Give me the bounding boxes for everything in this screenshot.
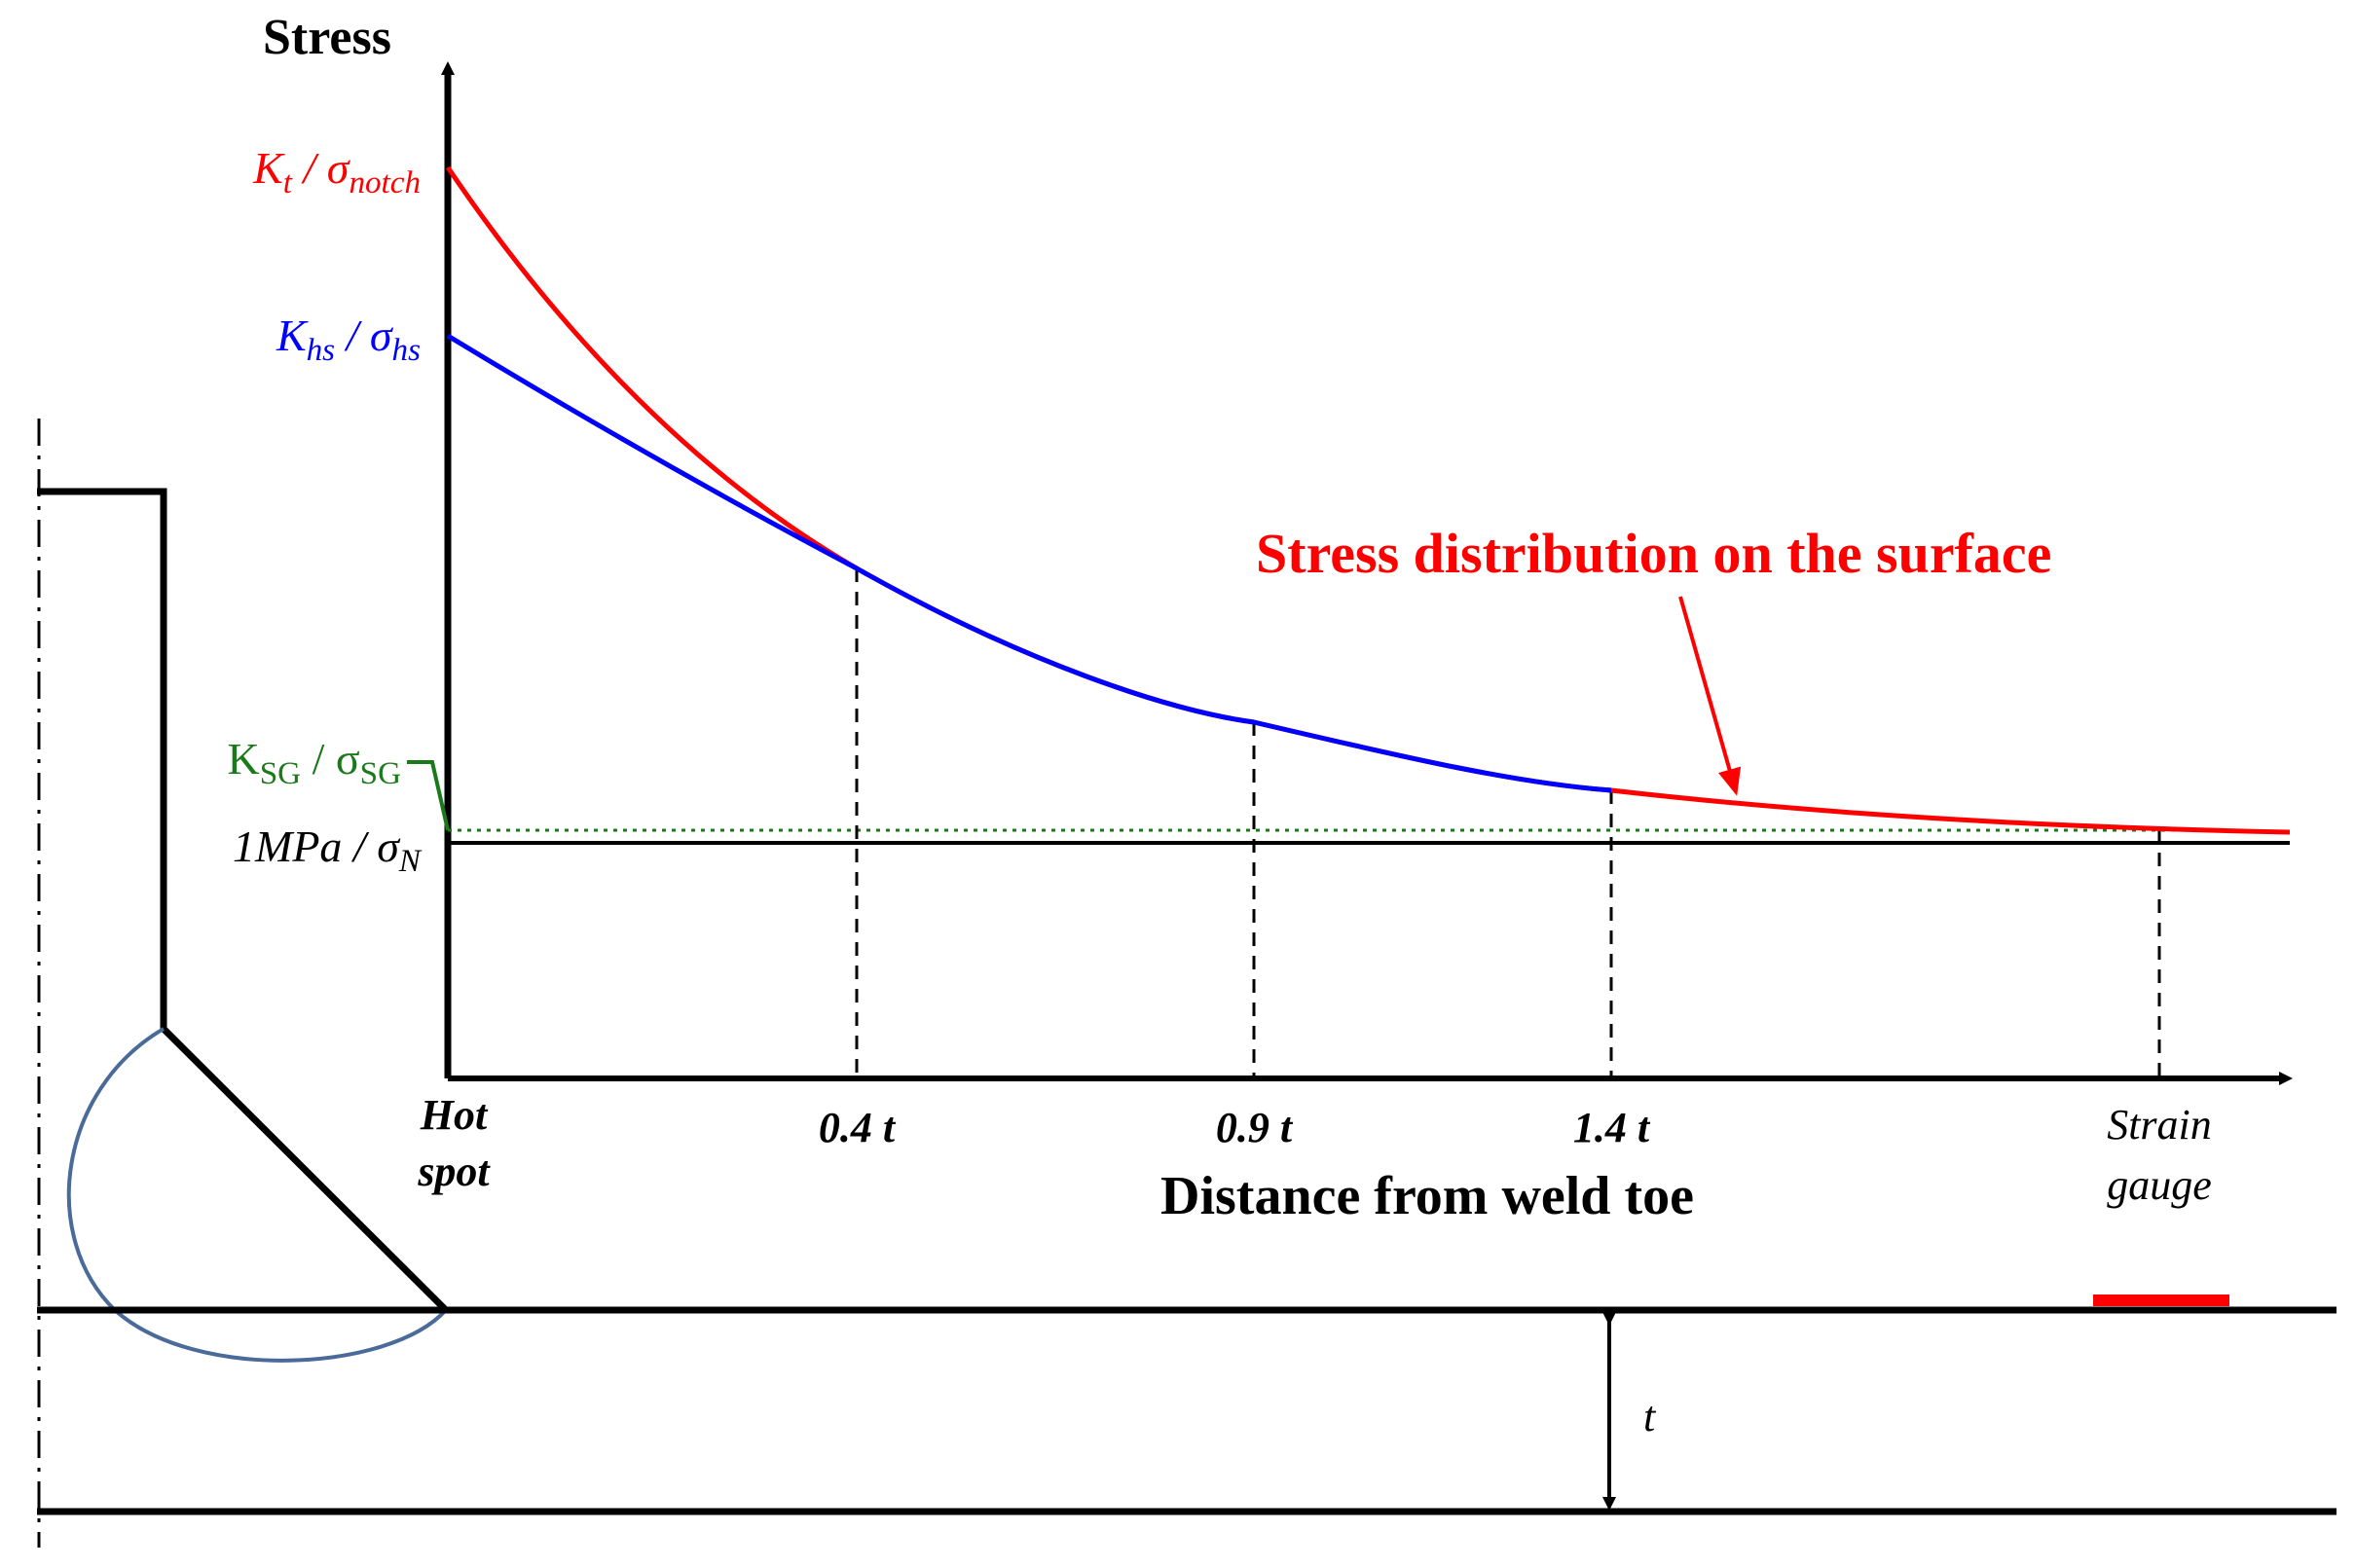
- tick-hot-spot-line1: Hot: [420, 1091, 489, 1139]
- tick-0.9t: 0.9 t: [1216, 1104, 1294, 1151]
- curve-annotation-label: Stress distribution on the surface: [1256, 522, 2051, 585]
- label-khs-sigma-hs: Khs / σhs: [276, 310, 421, 368]
- x-axis-title: Distance from weld toe: [1160, 1166, 1694, 1226]
- tick-0.4t: 0.4 t: [819, 1104, 897, 1151]
- tick-1.4t: 1.4 t: [1573, 1104, 1651, 1151]
- label-kt-sigma-notch: Kt / σnotch: [252, 143, 421, 201]
- strain-gauge-bar: [2093, 1295, 2229, 1306]
- y-axis-title: Stress: [263, 10, 391, 65]
- thickness-label: t: [1643, 1393, 1657, 1440]
- attachment-plate: [37, 488, 167, 1029]
- label-nominal-sigma-n: 1MPa / σN: [233, 821, 423, 879]
- weld-toe-leg: [161, 1026, 449, 1313]
- tick-hot-spot-line2: spot: [417, 1148, 491, 1195]
- label-ksg-sigma-sg: KSG / σSG: [228, 734, 401, 791]
- notch-stress-curve: [445, 165, 2291, 835]
- tick-strain-gauge-line2: gauge: [2107, 1161, 2212, 1209]
- hotspot-stress-curve: [446, 333, 1612, 793]
- tick-strain-gauge-line1: Strain: [2107, 1101, 2212, 1149]
- ksg-leader: [407, 760, 450, 831]
- curve-annotation-arrow: [1678, 596, 1742, 796]
